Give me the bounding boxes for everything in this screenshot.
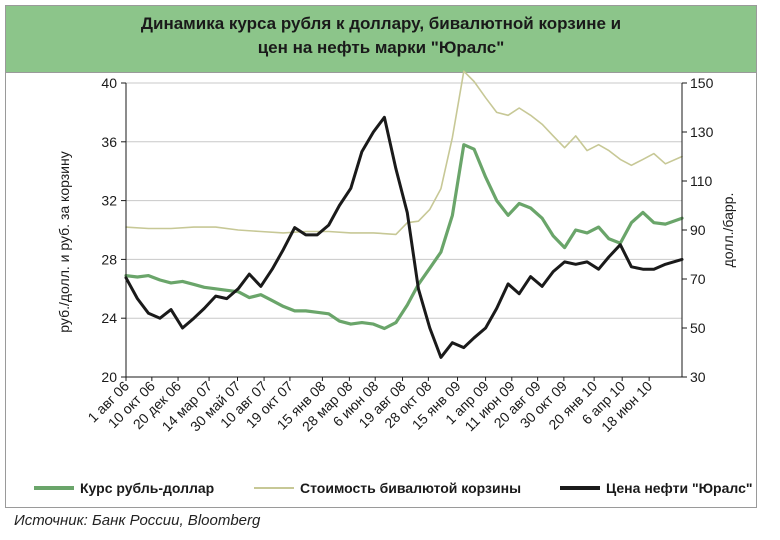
right-axis-ticks: 30 50 70 90 110 130 150: [682, 75, 714, 385]
left-tick-label: 32: [101, 193, 117, 209]
gridlines: [126, 82, 682, 319]
right-tick-label: 150: [690, 75, 714, 91]
title-band: Динамика курса рубля к доллару, бивалютн…: [6, 6, 756, 73]
right-tick-label: 130: [690, 124, 714, 140]
chart-title: Динамика курса рубля к доллару, бивалютн…: [140, 14, 622, 57]
left-axis-ticks: 20 24 28 32 36 40: [101, 75, 126, 385]
left-tick-label: 28: [101, 251, 117, 267]
axes: [125, 83, 683, 378]
right-axis-title: долл./барр.: [720, 193, 736, 268]
left-tick-label: 40: [101, 75, 117, 91]
right-tick-label: 30: [690, 369, 706, 385]
left-tick-label: 36: [101, 134, 117, 150]
legend-label-1: Стоимость бивалютой корзины: [300, 480, 521, 496]
series-line-1: [125, 70, 683, 236]
series-line-2: [124, 115, 684, 359]
right-tick-label: 90: [690, 222, 706, 238]
right-tick-label: 70: [690, 271, 706, 287]
left-tick-label: 24: [101, 310, 117, 326]
left-tick-label: 20: [101, 369, 117, 385]
series-lines: [124, 70, 684, 359]
chart-frame: Динамика курса рубля к доллару, бивалютн…: [5, 5, 757, 508]
legend-label-2: Цена нефти "Юралс": [606, 480, 753, 496]
legend-label-0: Курс рубль-доллар: [80, 480, 214, 496]
right-tick-label: 50: [690, 320, 706, 336]
source-note: Источник: Банк России, Bloomberg: [14, 512, 261, 529]
series-line-0: [124, 143, 684, 331]
right-tick-label: 110: [690, 173, 713, 189]
legend: Курс рубль-доллар Стоимость бивалютой кор…: [34, 480, 753, 496]
left-axis-title: руб./долл. и руб. за корзину: [56, 151, 72, 332]
